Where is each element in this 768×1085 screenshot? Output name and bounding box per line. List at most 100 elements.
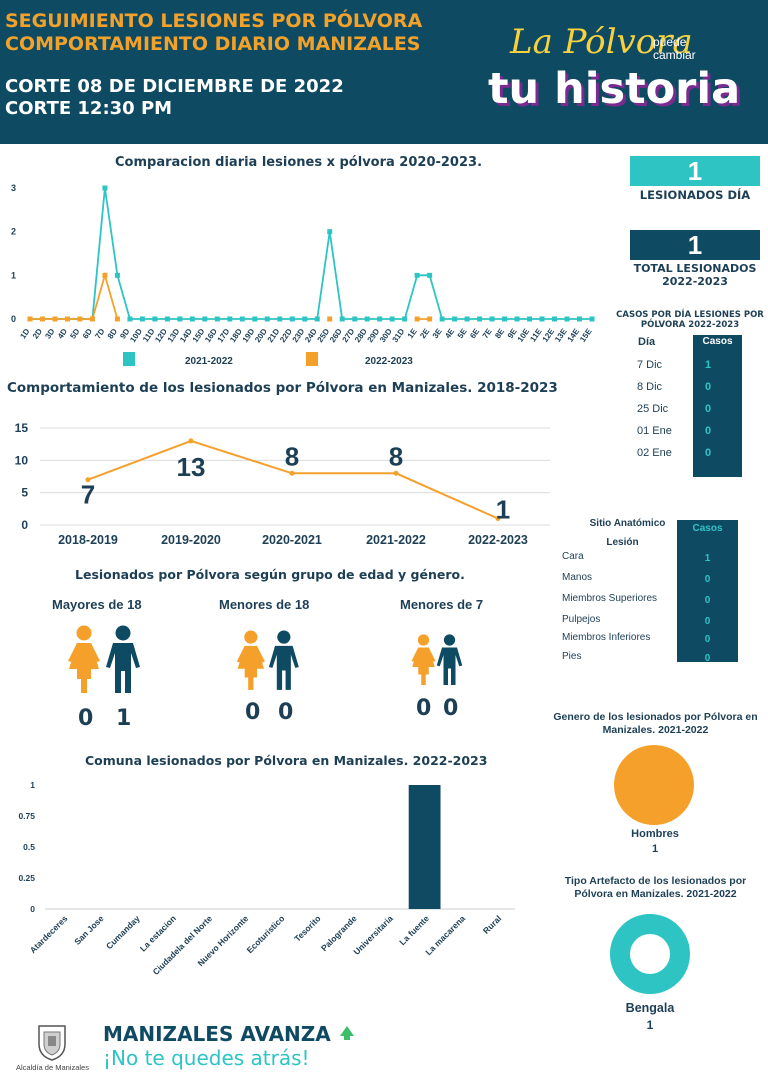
body [436, 647, 463, 685]
daily-chart-title: Comparacion diaria lesiones x pólvora 20… [115, 155, 483, 170]
cases-row-value: 0 [704, 447, 712, 459]
x-tick-label: 2018-2019 [58, 533, 118, 547]
series-point [427, 272, 433, 278]
x-tick-label: 1D [18, 327, 31, 341]
series-point [314, 316, 320, 322]
site-col-cases: Casos [692, 523, 723, 534]
day-injured-value: 1 [630, 156, 760, 186]
cut-date: CORTE 08 DE DICIEMBRE DE 2022 [5, 76, 344, 97]
x-tick-label: 15E [578, 326, 594, 343]
site-row-label: Miembros Superiores [562, 593, 658, 604]
arms [411, 647, 436, 662]
x-tick-label: 4D [56, 327, 69, 341]
age-group-label: Mayores de 18 [52, 597, 142, 612]
y-tick-label: 0 [11, 314, 16, 324]
x-tick-label: 13E [553, 326, 569, 343]
x-tick-label: 3E [431, 326, 444, 340]
trend-point [495, 516, 501, 522]
x-tick-label: 14D [178, 327, 194, 344]
x-tick-label: Cumanday [104, 913, 142, 951]
y-tick-label: 5 [21, 486, 28, 500]
series-point [52, 316, 58, 322]
gender-pie-title: Genero de los lesionados por Pólvora en … [553, 711, 758, 736]
pie-slice-hombres [614, 745, 694, 825]
trend-point [289, 470, 295, 476]
site-row-label: Pulpejos [562, 614, 601, 625]
body [106, 643, 140, 693]
x-tick-label: 5D [68, 327, 81, 341]
head [277, 630, 291, 644]
female-count: 0 [245, 700, 261, 725]
x-tick-label: 29D [366, 327, 382, 344]
head [443, 634, 456, 646]
trend-chart: 0 5 10 15 7 13 8 8 1 2018-2019 2019-2020 2020-2021 2… [15, 421, 550, 547]
head [115, 625, 131, 641]
site-row-value: 0 [704, 634, 711, 645]
x-tick-label: 21D [266, 327, 282, 344]
x-tick-label: Rural [481, 913, 503, 935]
x-tick-label: 22D [278, 327, 294, 344]
x-tick-label: 2020-2021 [262, 533, 322, 547]
campaign-logo: La Pólvora puede cambiar tu historia [488, 22, 740, 122]
x-tick-label: 23D [291, 327, 307, 344]
x-tick-label: 2019-2020 [161, 533, 221, 547]
body [412, 647, 435, 685]
donut-slice-bengala [610, 914, 690, 994]
total-injured-value: 1 [630, 230, 760, 260]
series-point [239, 316, 245, 322]
x-tick-label: 5E [456, 326, 469, 340]
gender-pie-chart [614, 745, 694, 825]
data-label: 8 [285, 441, 299, 471]
series-point [339, 316, 345, 322]
x-tick-label: 27D [341, 327, 357, 344]
y-tick-label: 0 [21, 518, 28, 532]
logo-line1: La Pólvora [510, 22, 693, 62]
male-person-icon [436, 634, 463, 685]
x-tick-label: 6D [81, 327, 94, 341]
cases-row-day: 7 Dic [637, 359, 663, 371]
series-point [277, 316, 283, 322]
artifact-pie-label: Bengala [625, 1001, 675, 1015]
x-tick-label: 11E [528, 326, 544, 343]
series-point [164, 316, 170, 322]
series-point [514, 316, 520, 322]
x-tick-label: 11D [141, 327, 157, 344]
x-tick-label: 28D [353, 327, 369, 344]
female-count: 0 [78, 706, 94, 731]
female-person-icon [236, 630, 265, 690]
logo-small-text: puede cambiar [653, 35, 696, 62]
x-tick-label: 8E [493, 326, 506, 340]
series-point [202, 316, 208, 322]
y-tick-label: 1 [30, 780, 35, 790]
cases-col-day: Día [638, 336, 656, 348]
series-point [389, 316, 395, 322]
legend-label: 2021-2022 [185, 356, 233, 367]
x-tick-label: Tesorito [292, 913, 322, 943]
series-point [377, 316, 383, 322]
x-tick-label: San Jose [72, 913, 106, 947]
site-row-label: Miembros Inferiores [562, 632, 651, 643]
cases-col-cases: Casos [702, 336, 733, 347]
series-point [189, 316, 195, 322]
series-point [27, 316, 33, 322]
alcaldia-shield-icon [38, 1025, 66, 1061]
legend-swatch [123, 352, 135, 366]
site-row-label: Pies [562, 651, 582, 662]
series-point [402, 316, 408, 322]
series-point [64, 316, 70, 322]
series-point [502, 316, 508, 322]
site-row-value: 1 [704, 553, 711, 564]
male-count: 0 [278, 700, 294, 725]
series-point [352, 316, 358, 322]
series-point [589, 316, 595, 322]
x-tick-label: 1E [406, 326, 419, 340]
x-tick-label: 17D [216, 327, 232, 344]
male-count: 1 [116, 706, 132, 731]
x-tick-label: 26D [328, 327, 344, 344]
series-point [414, 316, 420, 322]
x-tick-label: 2E [418, 326, 431, 340]
artifact-pie-value: 1 [646, 1018, 654, 1032]
series-point [489, 316, 495, 322]
x-tick-label: 7D [93, 327, 106, 341]
female-count: 0 [416, 696, 432, 721]
